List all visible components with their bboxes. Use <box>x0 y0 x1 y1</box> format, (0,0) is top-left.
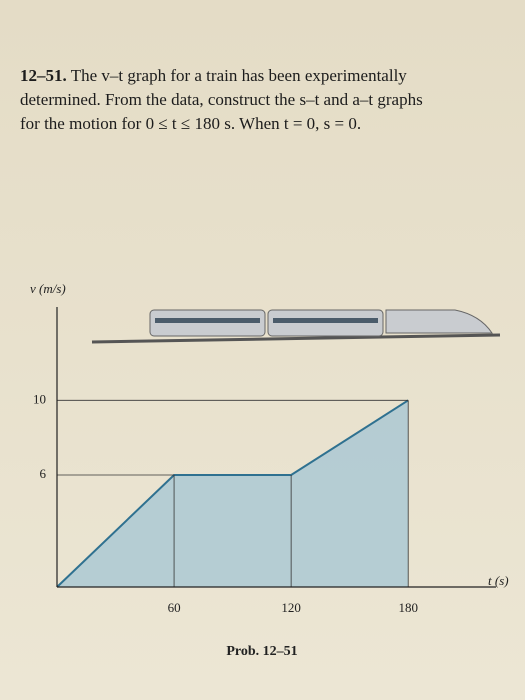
problem-text: determined. From the data, construct the… <box>20 90 423 109</box>
line <box>56 399 409 588</box>
train-illustration <box>91 309 501 344</box>
y-tick-label: 10 <box>33 391 46 406</box>
x-tick-label: 120 <box>281 600 301 615</box>
y-axis-label: v (m/s) <box>30 281 66 296</box>
problem-text: The v–t graph for a train has been exper… <box>70 66 407 85</box>
caption: Prob. 12–51 <box>226 644 297 659</box>
problem-text: for the motion for 0 ≤ t ≤ 180 s. When t… <box>20 114 362 133</box>
x-tick-label: 180 <box>398 600 418 615</box>
problem-line: 12–51. The v–t graph for a train has bee… <box>20 66 407 86</box>
y-tick-label: 6 <box>40 466 47 481</box>
x-tick-label: 60 <box>168 600 181 615</box>
x-axis-label: t (s) <box>488 573 509 588</box>
problem-number: 12–51. <box>20 66 67 85</box>
area <box>57 400 409 587</box>
